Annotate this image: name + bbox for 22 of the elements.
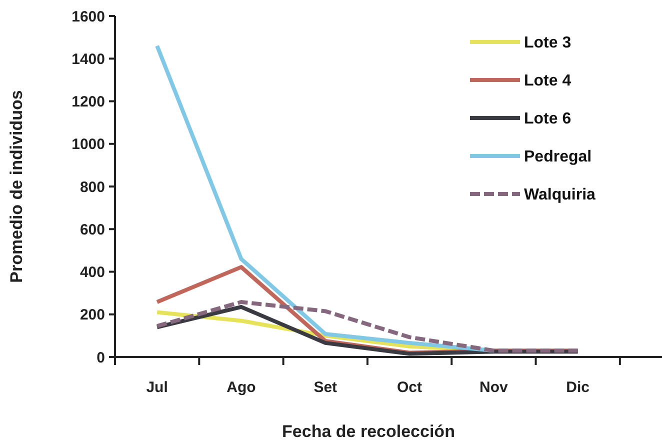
legend-label: Lote 4 (524, 72, 572, 90)
y-tick-label: 1600 (72, 8, 105, 26)
x-tick-label: Ago (226, 379, 256, 396)
x-tick-label: Oct (397, 379, 422, 396)
x-tick-label: Nov (480, 379, 509, 396)
y-tick-label: 200 (80, 306, 105, 324)
legend-label: Pedregal (524, 148, 592, 166)
x-tick-label: Dic (566, 379, 590, 396)
y-tick-label: 1200 (72, 94, 105, 110)
legend-label: Lote 3 (524, 34, 572, 52)
x-tick-label: Jul (146, 379, 168, 396)
y-tick-label: 400 (80, 264, 105, 281)
y-tick-label: 600 (80, 221, 105, 238)
legend-label: Lote 6 (524, 110, 572, 128)
y-tick-label: 0 (96, 349, 105, 366)
y-axis-title: Promedio de individuos (7, 90, 26, 283)
x-axis-title: Fecha de recolección (282, 422, 455, 441)
x-tick-label: Set (314, 379, 338, 396)
y-tick-label: 800 (80, 178, 105, 196)
y-tick-label: 1000 (72, 136, 105, 154)
y-tick-label: 1400 (72, 50, 105, 68)
legend-label: Walquiria (524, 186, 596, 204)
